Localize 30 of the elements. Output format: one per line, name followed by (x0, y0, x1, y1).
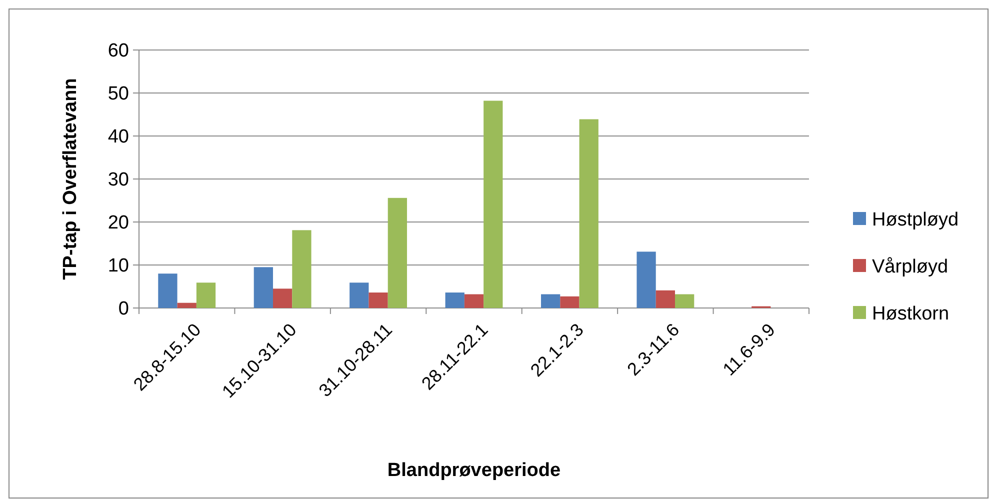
bar (177, 302, 196, 308)
bar (445, 292, 464, 308)
bar (350, 282, 369, 308)
y-tick-label: 30 (108, 170, 129, 191)
legend-label: Høstkorn (872, 304, 950, 325)
y-tick-label: 40 (108, 126, 129, 148)
bar (368, 292, 388, 308)
bar (158, 274, 178, 308)
y-tick-label: 0 (118, 298, 129, 320)
bar (292, 230, 312, 308)
bar (388, 198, 407, 308)
bar (541, 294, 560, 308)
bar (484, 100, 503, 308)
bar (636, 252, 656, 308)
y-tick-label: 20 (108, 212, 129, 234)
y-tick-label: 50 (108, 84, 129, 105)
bar (675, 294, 694, 308)
bar (464, 294, 484, 308)
bar (560, 296, 580, 308)
legend-label: Høstpløyd (872, 210, 959, 231)
legend-label: Vårpløyd (872, 256, 948, 278)
y-tick-label: 60 (108, 40, 129, 62)
bar (254, 267, 273, 308)
bar (579, 119, 598, 308)
bar (273, 288, 292, 308)
y-tick-label: 10 (108, 256, 129, 277)
bar (196, 282, 216, 308)
y-axis-title: TP-tap i Overflatevann (60, 78, 81, 280)
x-axis-title: Blandprøveperiode (387, 460, 561, 481)
bar (656, 290, 675, 308)
